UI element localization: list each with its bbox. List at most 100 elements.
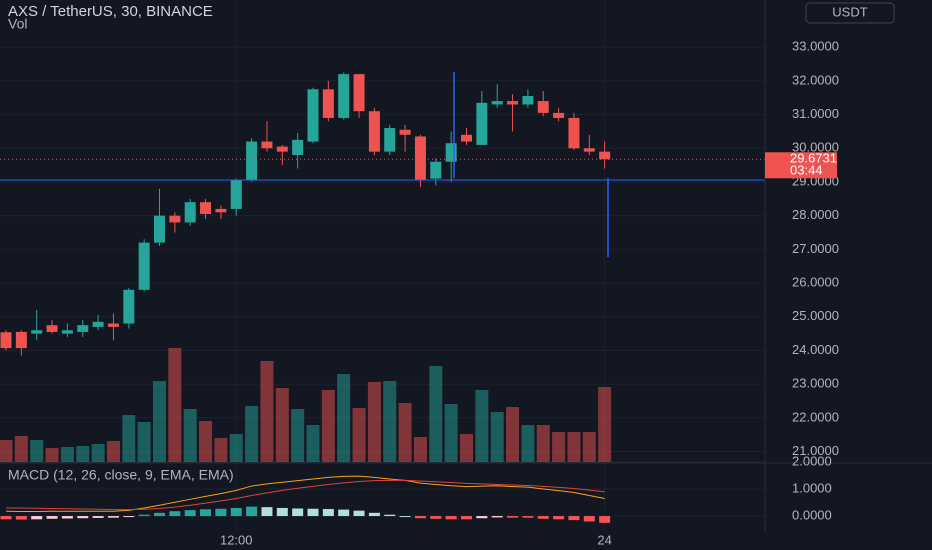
macd-histogram-bar <box>31 516 43 520</box>
macd-histogram-bar <box>138 514 150 517</box>
y-tick-label: 30.0000 <box>792 140 839 155</box>
candle-body <box>461 134 472 142</box>
candle-body <box>445 143 457 162</box>
volume-bar <box>291 409 305 462</box>
macd-histogram-bar <box>154 512 165 517</box>
candle-body <box>0 332 12 349</box>
macd-histogram-bar <box>445 516 457 520</box>
volume-bar <box>137 422 151 462</box>
candle-body <box>230 180 242 209</box>
macd-histogram-bar <box>230 507 242 517</box>
macd-histogram-bar <box>200 509 212 517</box>
candle-body <box>92 321 104 327</box>
macd-histogram-bar <box>92 516 104 518</box>
candle-body <box>46 325 58 332</box>
macd-histogram-bar <box>184 510 196 517</box>
macd-histogram-bar <box>583 516 595 522</box>
volume-bar <box>598 387 612 462</box>
volume-bar <box>168 348 182 462</box>
x-tick-label: 12:00 <box>220 532 253 547</box>
volume-bar <box>367 382 381 462</box>
last-price-box <box>765 152 837 179</box>
candle-body <box>276 146 288 152</box>
volume-bar <box>0 440 13 462</box>
volume-bar <box>383 381 397 462</box>
volume-bar <box>153 381 166 462</box>
chart-title: AXS / TetherUS, 30, BINANCE <box>8 3 213 20</box>
volume-bar <box>582 432 596 462</box>
volume-bar <box>552 432 566 462</box>
candle-body <box>322 89 334 118</box>
candle-body <box>31 330 43 334</box>
candle-body <box>107 323 119 327</box>
y-tick-label: 1.0000 <box>792 480 832 495</box>
y-tick-label: 31.0000 <box>792 106 839 121</box>
volume-bar <box>14 436 28 462</box>
macd-histogram-bar <box>522 516 534 518</box>
volume-bar <box>567 432 581 462</box>
grid <box>0 0 765 532</box>
macd-histogram-bar <box>215 508 227 517</box>
y-tick-label: 25.0000 <box>792 308 839 323</box>
candle-body <box>384 128 396 152</box>
candle-body <box>353 74 365 112</box>
currency-button[interactable] <box>805 2 895 24</box>
volume-bar <box>352 408 366 462</box>
volume-bar <box>490 412 504 462</box>
macd-histogram-bar <box>568 516 580 521</box>
macd-histogram-bar <box>553 516 565 520</box>
volume-bar <box>398 403 412 462</box>
volume-bar <box>60 447 74 462</box>
volume-bar <box>229 434 243 462</box>
candle-body <box>507 101 519 105</box>
macd-histogram-bar <box>599 516 611 523</box>
candle-body <box>307 89 319 142</box>
candle-body <box>61 330 73 334</box>
macd-histogram-bar <box>507 516 519 518</box>
volume-bar <box>413 437 427 462</box>
macd-histogram-bar <box>61 516 73 519</box>
macd-histogram-bar <box>353 510 365 517</box>
macd-label: MACD (12, 26, close, 9, EMA, EMA) <box>8 467 234 483</box>
volume-bar <box>306 425 320 462</box>
macd-histogram-bar <box>414 516 426 519</box>
volume-bar <box>30 440 44 462</box>
volume-bar <box>429 366 443 462</box>
candle-body <box>77 325 89 332</box>
volume-bar <box>321 390 335 462</box>
y-tick-label: 2.0000 <box>792 453 832 468</box>
y-tick-label: 28.0000 <box>792 207 839 222</box>
volume-bar <box>76 446 90 462</box>
x-tick-label: 24 <box>597 532 611 547</box>
candle-body <box>123 289 135 324</box>
y-tick-label: 27.0000 <box>792 241 839 256</box>
volume-bar <box>183 409 197 462</box>
candle-body <box>599 151 611 160</box>
macd-histogram-bar <box>338 509 350 517</box>
macd-histogram-bar <box>307 508 319 517</box>
candle-body <box>154 215 165 243</box>
currency[interactable]: USDT <box>832 4 867 19</box>
volume-bar <box>199 421 213 462</box>
macd-histogram-bar <box>261 507 273 517</box>
macd-histogram-bar <box>368 512 380 517</box>
candle-body <box>476 102 488 145</box>
candle-body <box>261 141 273 149</box>
volume-bar <box>245 406 259 462</box>
candle-body <box>522 96 534 105</box>
volume-bar <box>275 388 289 462</box>
volume-bar <box>260 361 274 462</box>
candle-body <box>138 242 150 290</box>
macd-histogram-bar <box>107 516 119 518</box>
y-tick-label: 33.0000 <box>792 39 839 54</box>
candle-body <box>553 112 565 118</box>
macd-histogram-bar <box>123 516 135 518</box>
macd-histogram-bar <box>476 516 488 519</box>
macd-histogram-bar <box>77 516 89 519</box>
y-tick-label: 24.0000 <box>792 342 839 357</box>
macd-histogram-bar <box>15 516 27 520</box>
macd-histogram-bar <box>322 509 334 517</box>
candle-body <box>537 101 549 113</box>
macd-histogram-bar <box>537 516 549 519</box>
candle-body <box>215 208 227 213</box>
